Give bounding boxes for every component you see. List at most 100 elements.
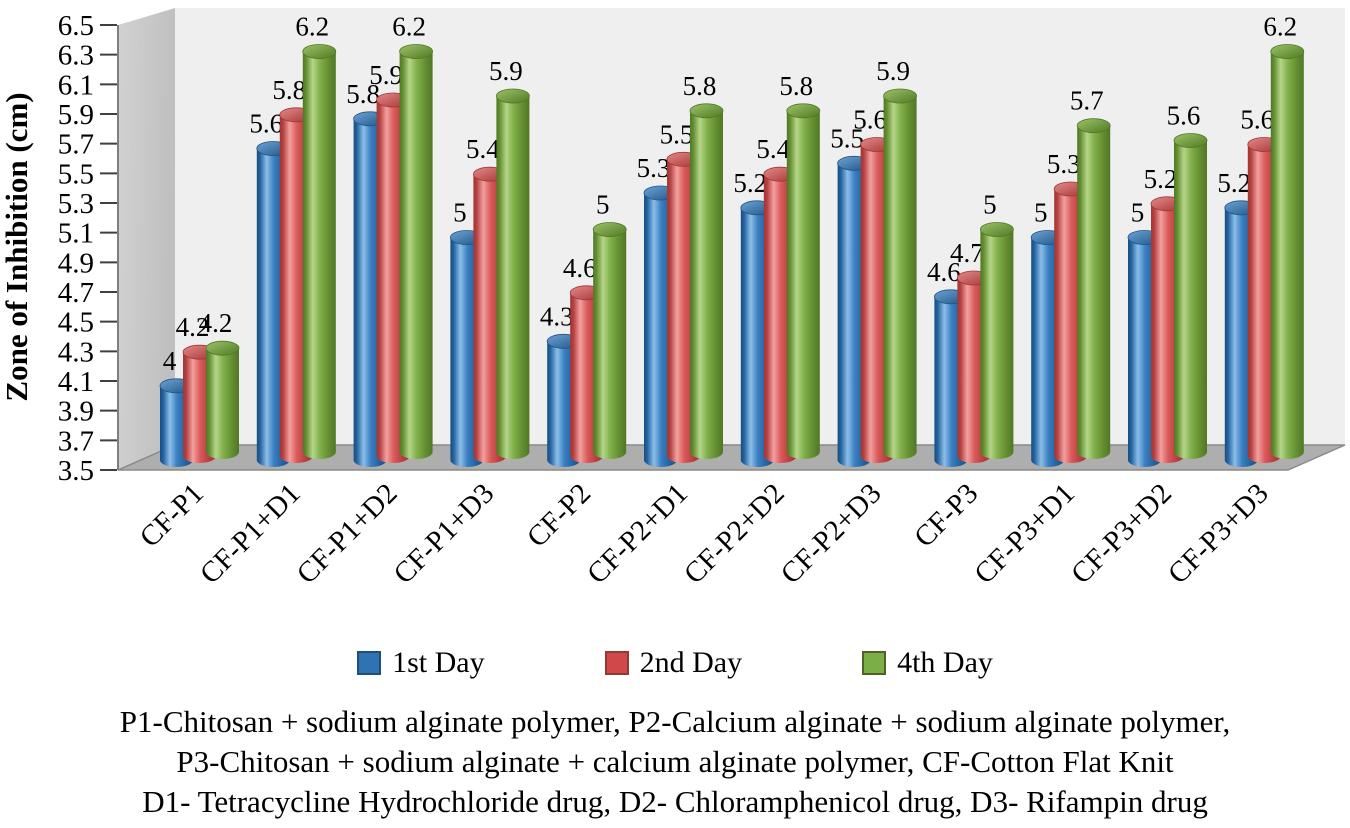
legend-swatch <box>604 651 629 675</box>
bar-data-label: 6.2 <box>295 12 329 42</box>
y-axis-tick-label: 3.9 <box>58 396 94 428</box>
bar-top-cap <box>1270 44 1305 59</box>
bar-data-label: 5.7 <box>1070 86 1104 116</box>
bar-data-label: 5.4 <box>466 134 500 164</box>
legend-swatch <box>862 651 887 675</box>
bar-data-label: 5.8 <box>779 71 813 101</box>
y-axis-tick-label: 5.3 <box>58 188 94 220</box>
x-axis-label: CF-P1+D2 <box>291 477 404 590</box>
bar-data-label: 5.6 <box>853 105 887 135</box>
footnote-line-2: P3-Chitosan + sodium alginate + calcium … <box>176 744 1174 779</box>
bar-data-label: 6.2 <box>1263 12 1297 42</box>
bar-data-label: 5.6 <box>1240 105 1274 135</box>
bar-data-label: 5.8 <box>683 71 717 101</box>
bar-data-label: 5.3 <box>637 153 671 183</box>
y-axis-tick-label: 5.7 <box>58 129 94 161</box>
bar-data-label: 5 <box>1034 198 1048 228</box>
bar-data-label: 5.6 <box>1167 101 1201 131</box>
bar-top-cap <box>1076 118 1111 134</box>
bar-data-label: 4.6 <box>563 253 597 283</box>
bar-data-label: 4.7 <box>950 238 984 268</box>
legend-swatch <box>357 651 382 675</box>
bar-top-cap <box>399 44 434 59</box>
y-axis-tick-label: 4.3 <box>58 336 94 368</box>
legend-item: 1st Day <box>357 646 485 680</box>
bar-data-label: 5.2 <box>733 168 767 198</box>
y-axis-tick-label: 5.5 <box>58 158 94 190</box>
bar-data-label: 5.9 <box>489 56 523 86</box>
x-axis-label: CF-P3+D3 <box>1162 477 1275 590</box>
bar-cylinder <box>496 96 530 452</box>
bar-data-label: 4.3 <box>540 301 574 331</box>
bar-data-label: 5 <box>596 190 610 220</box>
y-axis-tick-label: 5.9 <box>58 99 94 131</box>
x-axis-label: CF-P3+D2 <box>1065 477 1178 590</box>
bar-data-label: 4.2 <box>176 312 210 342</box>
bar-top-cap <box>980 222 1014 237</box>
footnote-line-3: D1- Tetracycline Hydrochloride drug, D2-… <box>142 784 1208 819</box>
footnote: P1-Chitosan + sodium alginate polymer, P… <box>0 702 1350 822</box>
bar-cylinder <box>786 110 820 452</box>
y-axis-tick-label: 5.1 <box>58 218 94 250</box>
bar-data-label: 5.8 <box>272 75 306 105</box>
bar-cylinder <box>1270 51 1304 452</box>
bar-data-label: 5.3 <box>1047 149 1081 179</box>
bar-data-label: 5.4 <box>756 134 790 164</box>
bar-data-label: 4.6 <box>927 257 961 287</box>
y-axis-tick-label: 4.7 <box>58 277 94 309</box>
y-axis-tick-label: 4.9 <box>58 247 94 279</box>
y-axis-tick-label: 3.7 <box>58 425 94 457</box>
x-axis-label: CF-P2+D3 <box>775 477 888 590</box>
x-axis-label: CF-P3 <box>908 477 984 553</box>
bar-top-cap <box>302 44 337 59</box>
bar-cylinder <box>1174 140 1207 452</box>
bar-top-cap <box>1173 133 1208 148</box>
x-axis-label: CF-P3+D1 <box>968 477 1081 590</box>
y-axis-tick-label: 6.5 <box>58 10 94 42</box>
bar-data-label: 5.2 <box>1217 168 1251 198</box>
bar-top-cap <box>786 103 821 119</box>
x-axis-label: CF-P2+D2 <box>678 477 791 590</box>
bar-data-label: 5 <box>983 190 997 220</box>
bar-data-label: 4.2 <box>199 308 233 338</box>
bar-top-cap <box>883 88 917 104</box>
y-axis-tick-label: 4.5 <box>58 307 94 339</box>
x-axis-label: CF-P1+D3 <box>388 477 501 590</box>
bar-cylinder <box>593 229 627 452</box>
legend-label: 2nd Day <box>639 646 743 679</box>
bar-cylinder <box>1077 125 1111 453</box>
y-axis-tick-label: 6.1 <box>58 69 94 101</box>
bar-cylinder <box>302 51 336 452</box>
bar-top-cap <box>205 340 240 356</box>
bar-cylinder <box>206 348 239 452</box>
bar-data-label: 4 <box>163 346 177 376</box>
legend: 1st Day 2nd Day 4th Day <box>0 646 1350 680</box>
bar-data-label: 5.9 <box>876 56 910 86</box>
chart-wall-left <box>118 8 175 470</box>
bar-data-label: 5.9 <box>369 60 403 90</box>
bar-cylinder <box>980 229 1014 452</box>
x-axis-label: CF-P2 <box>521 477 597 553</box>
x-axis-label: CF-P2+D1 <box>581 477 694 590</box>
legend-item: 4th Day <box>862 646 993 680</box>
legend-label: 4th Day <box>897 646 993 679</box>
legend-item: 2nd Day <box>604 646 743 680</box>
bar-top-cap <box>496 88 530 104</box>
bar-top-cap <box>689 103 724 119</box>
bar-data-label: 5.8 <box>346 79 380 109</box>
y-axis-title: Zone of Inhibition (cm) <box>0 92 34 401</box>
bar-cylinder <box>690 110 723 452</box>
bar-data-label: 6.2 <box>392 12 426 42</box>
bar-cylinder <box>883 96 917 452</box>
bar-cylinder <box>399 51 433 452</box>
x-axis-label: CF-P1 <box>134 477 210 553</box>
x-axis-label: CF-P1+D1 <box>194 477 307 590</box>
bar-data-label: 5 <box>1131 198 1145 228</box>
bar-data-label: 5.6 <box>249 109 283 139</box>
bar-data-label: 5 <box>453 198 467 228</box>
legend-label: 1st Day <box>392 646 485 679</box>
bar-data-label: 5.5 <box>830 123 864 153</box>
y-axis-tick-label: 4.1 <box>58 366 94 398</box>
footnote-line-1: P1-Chitosan + sodium alginate polymer, P… <box>119 704 1231 739</box>
